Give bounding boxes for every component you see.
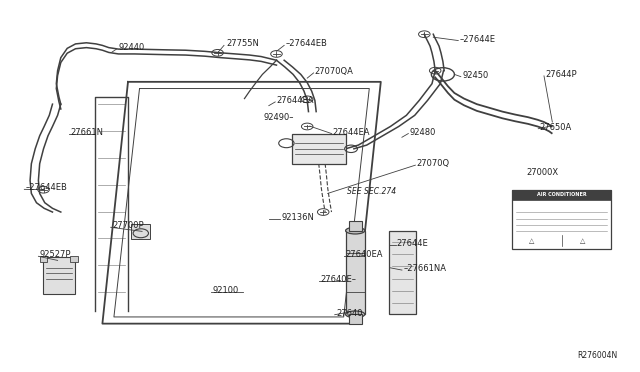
Text: –27644EB: –27644EB [286, 39, 328, 48]
Text: 27640E–: 27640E– [320, 275, 356, 284]
Text: 92136N: 92136N [282, 213, 314, 222]
Text: 92440: 92440 [118, 43, 145, 52]
Text: 27644EA: 27644EA [276, 96, 314, 105]
Text: –27661NA: –27661NA [403, 264, 446, 273]
Text: SEE SEC.274: SEE SEC.274 [347, 187, 396, 196]
Bar [346, 231, 365, 314]
Text: 27640EA: 27640EA [346, 250, 383, 259]
Text: 27755N: 27755N [226, 39, 259, 48]
Text: –27644E: –27644E [460, 35, 495, 44]
Text: 92490–: 92490– [264, 113, 294, 122]
Text: 27650A: 27650A [540, 123, 572, 132]
Bar [512, 190, 611, 249]
Bar [40, 256, 47, 262]
Bar [349, 314, 362, 324]
Text: 27700P: 27700P [112, 221, 143, 230]
Text: 27070QA: 27070QA [315, 67, 354, 76]
Bar [512, 190, 611, 200]
Text: 92527P: 92527P [40, 250, 71, 259]
Bar [43, 257, 75, 294]
Text: 27644E: 27644E [397, 239, 429, 248]
Text: 27661N: 27661N [70, 128, 104, 137]
Text: 92480: 92480 [410, 128, 436, 137]
Text: 27644EA: 27644EA [333, 128, 371, 137]
Ellipse shape [346, 227, 365, 234]
Bar [292, 134, 346, 164]
Bar [389, 231, 416, 314]
Text: △: △ [580, 238, 585, 244]
Bar [131, 224, 150, 239]
Text: 27640: 27640 [336, 309, 362, 318]
Ellipse shape [346, 311, 365, 318]
Text: 27000X: 27000X [526, 169, 558, 177]
Text: R276004N: R276004N [577, 351, 618, 360]
Text: 92100: 92100 [212, 286, 239, 295]
Text: △: △ [529, 238, 534, 244]
Text: AIR CONDITIONER: AIR CONDITIONER [537, 192, 586, 198]
Bar [349, 221, 362, 231]
Text: 27070Q: 27070Q [417, 159, 450, 168]
Text: 92450: 92450 [462, 71, 488, 80]
Bar [70, 256, 78, 262]
Text: –27644EB: –27644EB [26, 183, 67, 192]
Text: 27644P: 27644P [545, 70, 577, 79]
